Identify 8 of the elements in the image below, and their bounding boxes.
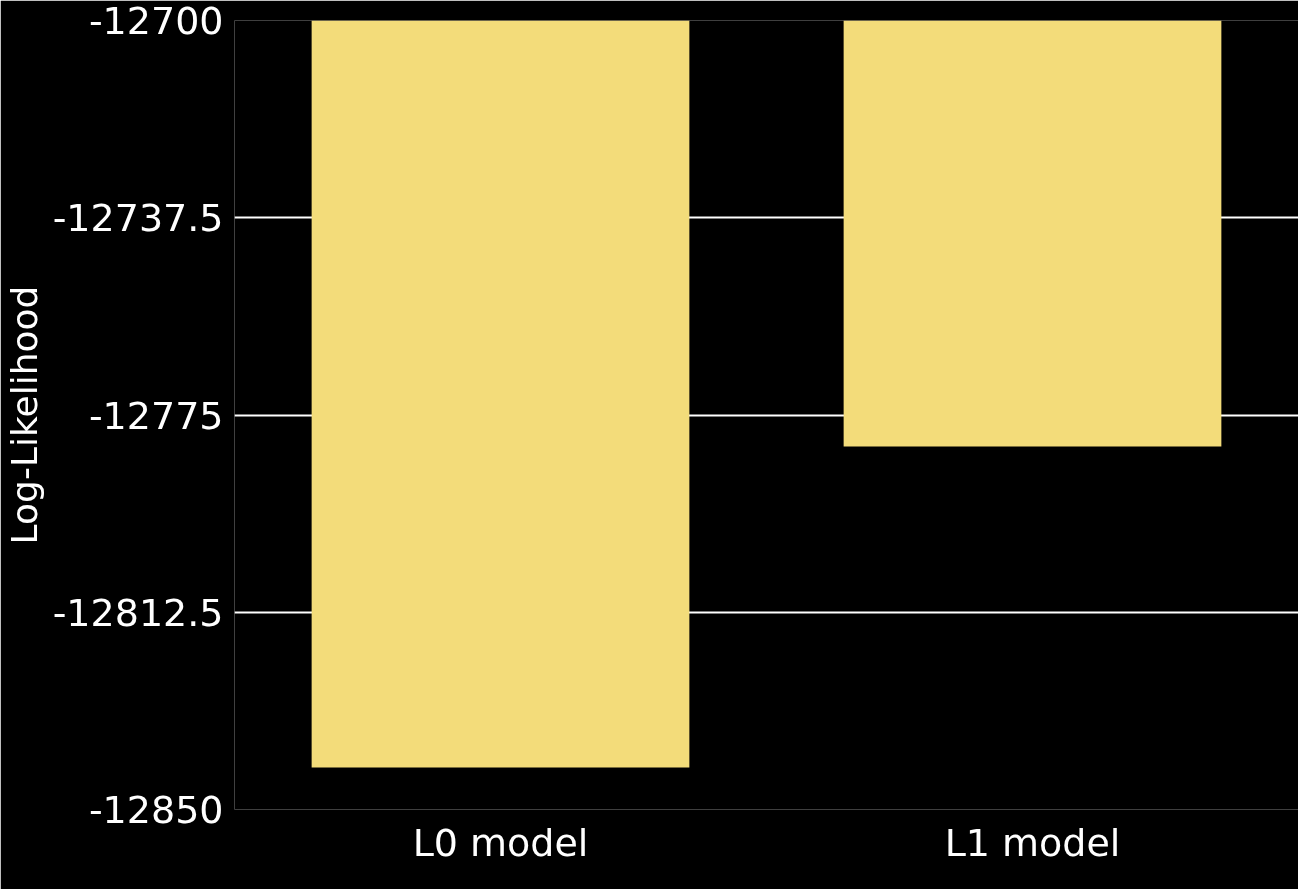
y-tick-label: -12850 xyxy=(88,788,224,832)
y-tick-label: -12700 xyxy=(88,0,224,43)
x-tick-label: L1 model xyxy=(944,820,1121,865)
y-tick-label: -12812.5 xyxy=(52,590,224,635)
y-tick-label: -12737.5 xyxy=(52,196,224,241)
y-axis-title: Log-Likelihood xyxy=(3,285,45,545)
x-tick-label: L0 model xyxy=(412,820,589,865)
y-tick-label: -12775 xyxy=(88,393,224,438)
